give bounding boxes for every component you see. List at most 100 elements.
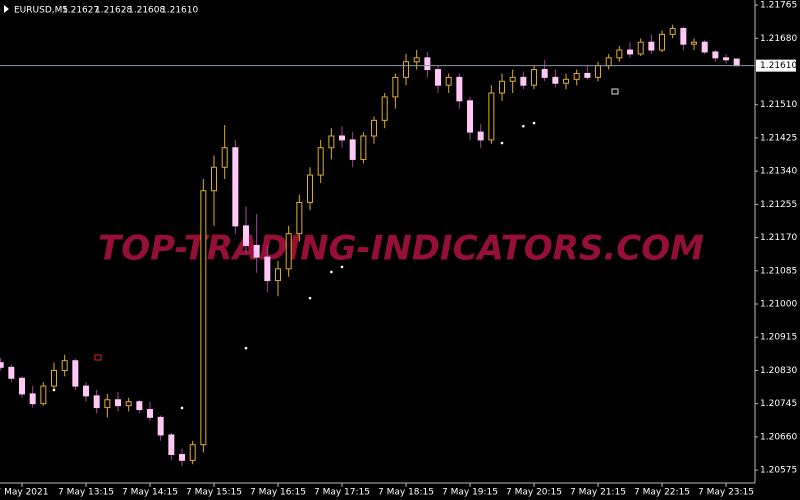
- candle-body: [339, 135, 346, 141]
- y-tick-label: 1.21425: [760, 133, 797, 143]
- candle-body: [680, 28, 687, 45]
- last-price-label: 1.21610: [760, 61, 797, 71]
- candle-body: [19, 377, 26, 395]
- candle-body: [456, 76, 463, 102]
- signal-dot: [330, 270, 333, 274]
- candle-body: [200, 190, 207, 446]
- candle-body: [147, 409, 154, 418]
- candle-body: [733, 58, 740, 67]
- signal-dot: [244, 346, 248, 350]
- candle-body: [445, 76, 452, 86]
- candle-body: [531, 69, 538, 86]
- x-tick-label: 7 May 14:15: [122, 488, 178, 498]
- candle-body: [61, 360, 68, 371]
- quote-open: 1.21627: [62, 6, 99, 16]
- x-tick-label: 7 May 2021: [0, 488, 48, 498]
- candle-body: [392, 76, 399, 98]
- candle-body: [296, 201, 303, 235]
- x-tick-label: 7 May 21:15: [570, 488, 626, 498]
- candle-body: [136, 401, 143, 411]
- candle-body: [232, 147, 239, 227]
- candle-body: [243, 225, 250, 246]
- header: EURUSD,M5 1.21627 1.21628 1.21608 1.2161…: [4, 5, 198, 16]
- candle-body: [211, 166, 218, 192]
- candle-body: [179, 453, 186, 461]
- candle-body: [221, 147, 228, 168]
- watermark: TOP-TRADING-INDICATORS.COM: [98, 229, 704, 269]
- x-tick-label: 7 May 17:15: [314, 488, 370, 498]
- header-arrow: [4, 5, 9, 13]
- x-tick-label: 7 May 16:15: [250, 488, 306, 498]
- candle-body: [413, 57, 420, 63]
- candle-body: [403, 61, 410, 78]
- quote-low: 1.21608: [128, 6, 165, 16]
- y-tick-label: 1.21510: [760, 100, 797, 110]
- candle-body: [371, 119, 378, 137]
- candle-body: [349, 139, 356, 160]
- candle-body: [285, 233, 292, 270]
- candle-body: [659, 33, 666, 51]
- candle-body: [157, 416, 164, 436]
- y-tick-label: 1.20575: [760, 466, 797, 476]
- candle-body: [29, 393, 36, 405]
- candle-body: [520, 76, 527, 86]
- candle-body: [637, 41, 644, 55]
- candle-body: [435, 69, 442, 86]
- candle-body: [691, 41, 698, 45]
- x-tick-label: 7 May 19:15: [442, 488, 498, 498]
- symbol: EURUSD,M5: [14, 6, 68, 16]
- candle-body: [701, 41, 708, 53]
- candle-body: [360, 135, 367, 160]
- y-tick-label: 1.21680: [760, 34, 797, 44]
- candle-body: [307, 174, 314, 203]
- signal-dot: [522, 124, 525, 128]
- y-tick-label: 1.21765: [760, 1, 797, 11]
- x-tick-label: 7 May 18:15: [378, 488, 434, 498]
- candle-body: [723, 57, 730, 61]
- candle-body: [552, 76, 559, 84]
- candle-body: [189, 444, 196, 461]
- signal-dot: [180, 406, 184, 410]
- last-price-box: [756, 59, 796, 72]
- candle-body: [115, 399, 122, 407]
- marker-box: [611, 88, 619, 95]
- signal-dot: [532, 121, 536, 125]
- candle-body: [264, 256, 271, 282]
- candle-body: [627, 49, 634, 55]
- signal-dot: [52, 388, 56, 392]
- candle-body: [488, 92, 495, 141]
- candle-body: [317, 147, 324, 176]
- candle-body: [104, 399, 111, 409]
- signal-dot: [308, 296, 312, 300]
- candle-body: [712, 51, 719, 59]
- y-tick-label: 1.21255: [760, 200, 797, 210]
- candle-body: [40, 385, 47, 405]
- y-tick-label: 1.20745: [760, 399, 797, 409]
- candle-body: [563, 78, 570, 84]
- candle-body: [0, 362, 4, 368]
- signal-dot: [340, 265, 344, 269]
- x-tick-label: 7 May 13:15: [58, 488, 114, 498]
- candle-body: [648, 41, 655, 51]
- candle-body: [584, 72, 591, 78]
- candle-body: [168, 434, 175, 455]
- candle-body: [605, 57, 612, 67]
- x-tick-label: 7 May 15:15: [186, 488, 242, 498]
- candle-body: [467, 100, 474, 133]
- candle-body: [125, 401, 132, 407]
- candle-body: [93, 395, 100, 409]
- signal-dot: [500, 141, 504, 145]
- candle-body: [541, 69, 548, 78]
- candle-body: [83, 385, 90, 397]
- candle-body: [509, 76, 516, 82]
- quote-high: 1.21628: [95, 6, 132, 16]
- candle-body: [424, 57, 431, 71]
- candle-body: [328, 135, 335, 149]
- candle-body: [669, 28, 676, 35]
- candle-body: [8, 366, 15, 379]
- candle-body: [499, 80, 506, 94]
- x-tick-label: 7 May 22:15: [634, 488, 690, 498]
- candle-body: [51, 369, 58, 387]
- y-tick-label: 1.21000: [760, 300, 797, 310]
